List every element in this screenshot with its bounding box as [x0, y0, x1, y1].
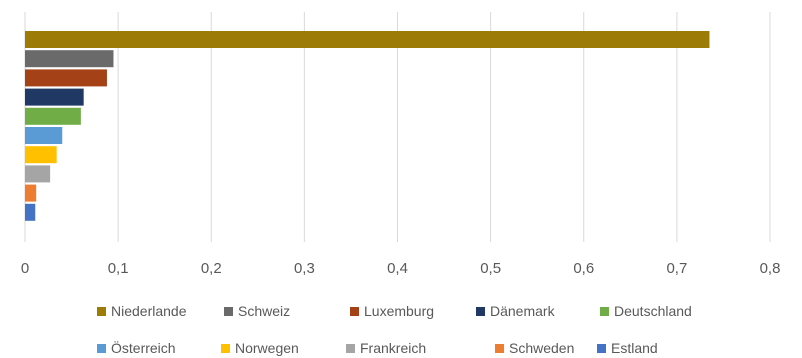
- legend-swatch: [97, 306, 106, 316]
- legend-item: Estland: [597, 338, 658, 358]
- legend-swatch: [600, 306, 609, 316]
- x-tick-label: 0,3: [294, 260, 315, 277]
- x-axis-ticks: 0 0,1 0,2 0,3 0,4 0,5 0,6 0,7 0,8: [21, 260, 781, 277]
- legend-label: Luxemburg: [364, 303, 435, 319]
- legend-label: Schweden: [509, 340, 575, 356]
- x-tick-label: 0,6: [573, 260, 594, 277]
- legend-swatch: [495, 343, 504, 353]
- legend-label: Österreich: [111, 340, 176, 356]
- bar-osterreich: [25, 127, 63, 144]
- bar-chart: 0 0,1 0,2 0,3 0,4 0,5 0,6 0,7 0,8: [21, 12, 781, 277]
- bar-schweden: [25, 184, 37, 202]
- legend-swatch: [224, 306, 233, 316]
- legend-row-2: Österreich Norwegen Frankreich Schweden Estl…: [0, 338, 802, 358]
- bar-schweiz: [25, 50, 114, 68]
- bar-norwegen: [25, 146, 57, 164]
- legend-label: Niederlande: [111, 303, 187, 319]
- legend-label: Frankreich: [360, 340, 427, 356]
- legend-label: Deutschland: [614, 303, 692, 319]
- legend-label: Schweiz: [238, 303, 291, 319]
- x-tick-label: 0,5: [480, 260, 501, 277]
- legend-item: Luxemburg: [350, 301, 434, 321]
- legend-item: Schweiz: [224, 301, 290, 321]
- legend-swatch: [350, 306, 359, 316]
- bar-danemark: [25, 88, 84, 106]
- legend-swatch: [221, 343, 230, 353]
- bars: [25, 31, 710, 221]
- x-tick-label: 0,7: [666, 260, 687, 277]
- gridlines: [117, 12, 771, 242]
- legend-row-1: Niederlande Schweiz Luxemburg Dänemark Deuts…: [0, 301, 802, 321]
- bar-luxemburg: [25, 69, 107, 87]
- legend-label: Dänemark: [490, 303, 555, 319]
- legend-item: Deutschland: [600, 301, 692, 321]
- x-tick-label: 0,4: [387, 260, 408, 277]
- legend-swatch: [476, 306, 485, 316]
- legend-swatch: [346, 343, 355, 353]
- legend-item: Norwegen: [221, 338, 299, 358]
- x-tick-label: 0,1: [108, 260, 129, 277]
- legend-item: Schweden: [495, 338, 574, 358]
- x-tick-label: 0,2: [201, 260, 222, 277]
- legend-label: Estland: [611, 340, 658, 356]
- bar-frankreich: [25, 165, 51, 183]
- bar-deutschland: [25, 107, 81, 125]
- legend-item: Niederlande: [97, 301, 187, 321]
- legend-item: Österreich: [97, 338, 176, 358]
- legend-item: Dänemark: [476, 301, 555, 321]
- legend-swatch: [97, 343, 106, 353]
- bar-estland: [25, 203, 36, 221]
- legend-item: Frankreich: [346, 338, 426, 358]
- x-tick-label: 0: [21, 260, 29, 277]
- x-tick-label: 0,8: [760, 260, 781, 277]
- bar-niederlande: [25, 31, 710, 48]
- legend-label: Norwegen: [235, 340, 299, 356]
- legend-swatch: [597, 343, 606, 353]
